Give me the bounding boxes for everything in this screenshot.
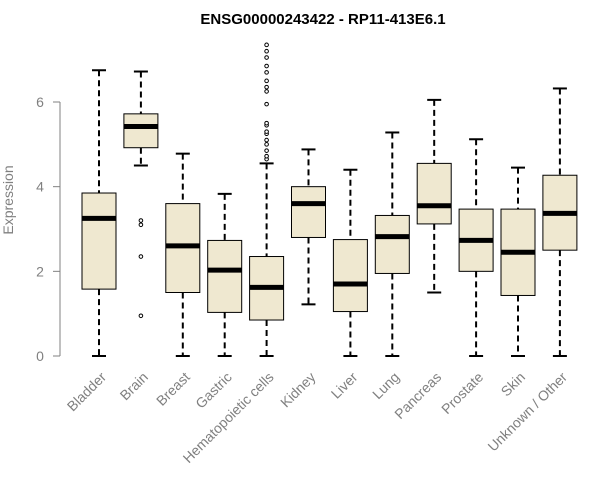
outlier-point xyxy=(264,55,269,60)
iqr-box xyxy=(374,214,410,274)
outlier-point xyxy=(264,101,269,107)
y-tick-label: 4 xyxy=(36,179,44,195)
outlier-point xyxy=(264,78,269,84)
x-tick-label: Prostate xyxy=(438,369,486,417)
box-lung xyxy=(374,131,410,357)
iqr-box xyxy=(291,186,326,238)
outlier-point xyxy=(264,48,269,54)
chart-title: ENSG00000243422 - RP11-413E6.1 xyxy=(200,11,445,28)
box-gastric xyxy=(207,192,243,357)
y-axis-label: Expression xyxy=(0,165,16,234)
outlier-point xyxy=(264,63,269,69)
iqr-box xyxy=(416,162,452,225)
outlier-point xyxy=(264,120,269,126)
outlier-point xyxy=(138,222,144,228)
box-kidney xyxy=(291,148,326,306)
box-hematopoietic-cells xyxy=(249,42,285,357)
outlier-point xyxy=(264,89,269,94)
x-tick-label: Unknown / Other xyxy=(484,369,570,455)
outlier-point xyxy=(264,142,269,147)
box-prostate xyxy=(458,138,494,357)
x-tick-label: Bladder xyxy=(64,369,110,415)
iqr-box xyxy=(123,113,159,149)
y-axis: 0 2 4 6 xyxy=(36,94,61,364)
x-tick-label: Brain xyxy=(117,369,151,403)
y-tick-label: 0 xyxy=(36,348,44,364)
x-tick-label: Kidney xyxy=(277,369,319,411)
box-bladder xyxy=(81,69,117,357)
box-breast xyxy=(165,152,201,357)
iqr-box xyxy=(81,192,117,290)
outlier-point xyxy=(264,70,269,75)
outlier-point xyxy=(264,137,269,143)
box-brain xyxy=(123,70,159,319)
outlier-point xyxy=(138,218,144,223)
x-tick-label: Lung xyxy=(369,369,402,402)
box-pancreas xyxy=(416,98,452,294)
x-tick-label: Skin xyxy=(498,369,529,400)
box-skin xyxy=(500,166,536,357)
outlier-point xyxy=(264,84,269,90)
outlier-point xyxy=(264,153,269,159)
outlier-point xyxy=(264,148,269,153)
boxes-group xyxy=(81,42,578,357)
iqr-box xyxy=(332,239,368,313)
iqr-box xyxy=(207,239,243,313)
y-tick-label: 6 xyxy=(36,94,44,110)
outlier-point xyxy=(264,42,269,48)
outlier-point xyxy=(138,313,144,319)
outlier-point xyxy=(138,254,144,259)
box-unknown-other xyxy=(542,87,578,357)
x-tick-label: Breast xyxy=(153,369,193,409)
outlier-point xyxy=(264,129,269,134)
y-tick-label: 2 xyxy=(36,263,44,279)
x-tick-label: Liver xyxy=(328,369,361,402)
box-liver xyxy=(332,168,368,357)
x-tick-label: Pancreas xyxy=(391,369,444,422)
